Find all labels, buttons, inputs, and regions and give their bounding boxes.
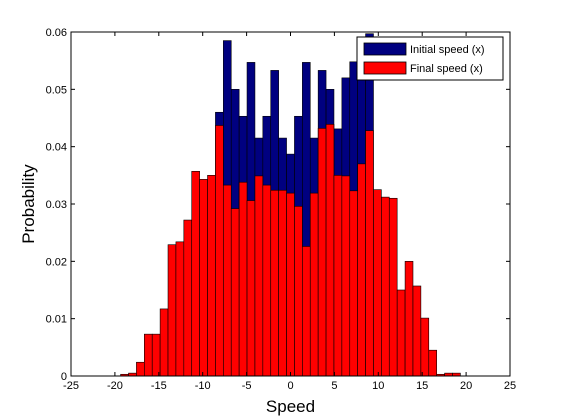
legend-label-final: Final speed (x) [410, 63, 483, 75]
legend-swatch-initial [363, 42, 407, 56]
x-tick-label: 5 [331, 380, 337, 392]
final-speed-bar [404, 261, 414, 377]
x-tick-label: 25 [504, 380, 516, 392]
final-speed-bar [341, 175, 351, 377]
final-speed-bar [388, 197, 398, 377]
final-speed-bar [199, 179, 208, 377]
x-tick-label: -20 [107, 380, 123, 392]
final-speed-bar [175, 241, 185, 377]
y-tick-label: 0.03 [46, 199, 67, 211]
final-speed-bar [159, 308, 169, 377]
final-speed-bar [420, 317, 430, 377]
final-speed-bar [294, 205, 303, 377]
final-speed-bar [230, 208, 240, 377]
final-speed-bar [191, 171, 200, 377]
final-speed-bar [412, 285, 422, 377]
x-tick-label: -5 [242, 380, 252, 392]
final-speed-bar [167, 244, 177, 377]
y-tick-label: 0.05 [46, 84, 67, 96]
x-axis-title: Speed [266, 397, 315, 416]
final-speed-bar [270, 189, 279, 377]
x-tick-label: 20 [460, 380, 472, 392]
final-speed-bar [254, 175, 264, 377]
y-axis-title: Probability [19, 164, 38, 244]
final-speed-bar [144, 333, 153, 377]
final-speed-bar [325, 124, 335, 377]
final-speed-bar [215, 125, 224, 377]
y-tick-label: 0.02 [46, 256, 67, 268]
final-speed-bar [302, 246, 311, 377]
y-tick-label: 0.01 [46, 314, 67, 326]
final-speed-bar [151, 333, 161, 377]
x-tick-label: 10 [372, 380, 384, 392]
legend: Initial speed (x) Final speed (x) [356, 36, 504, 81]
final-speed-bar [357, 163, 366, 377]
x-tick-label: -25 [63, 380, 79, 392]
legend-swatch-final [363, 61, 407, 75]
x-tick-label: 15 [416, 380, 428, 392]
final-speed-bar [136, 361, 145, 377]
final-speed-bar [238, 181, 248, 377]
legend-label-initial: Initial speed (x) [410, 44, 485, 56]
y-tick-label: 0 [61, 371, 67, 383]
final-speed-bar [183, 219, 193, 377]
final-speed-bar [396, 289, 406, 377]
final-speed-bar [365, 130, 374, 377]
x-tick-label: -15 [151, 380, 167, 392]
final-speed-bar [262, 184, 272, 377]
x-tick-label: -10 [195, 380, 211, 392]
final-speed-bars [120, 124, 461, 377]
x-axis-ticks: -25 -20 -15 -10 -5 0 5 10 15 20 25 [63, 32, 516, 392]
final-speed-bar [333, 175, 343, 377]
final-speed-bar [246, 200, 256, 377]
final-speed-bar [373, 189, 382, 377]
final-speed-bar [317, 128, 327, 377]
final-speed-bar [309, 192, 319, 377]
y-axis-ticks: 0 0.01 0.02 0.03 0.04 0.05 0.06 [46, 27, 510, 383]
y-tick-label: 0.06 [46, 27, 67, 39]
final-speed-bar [349, 190, 358, 377]
final-speed-bar [207, 175, 216, 377]
x-tick-label: 0 [287, 380, 293, 392]
final-speed-bar [278, 189, 287, 377]
y-tick-label: 0.04 [46, 142, 67, 154]
final-speed-bar [381, 196, 390, 377]
final-speed-bar [286, 192, 295, 377]
final-speed-bar [428, 349, 437, 377]
final-speed-bar [223, 184, 232, 377]
